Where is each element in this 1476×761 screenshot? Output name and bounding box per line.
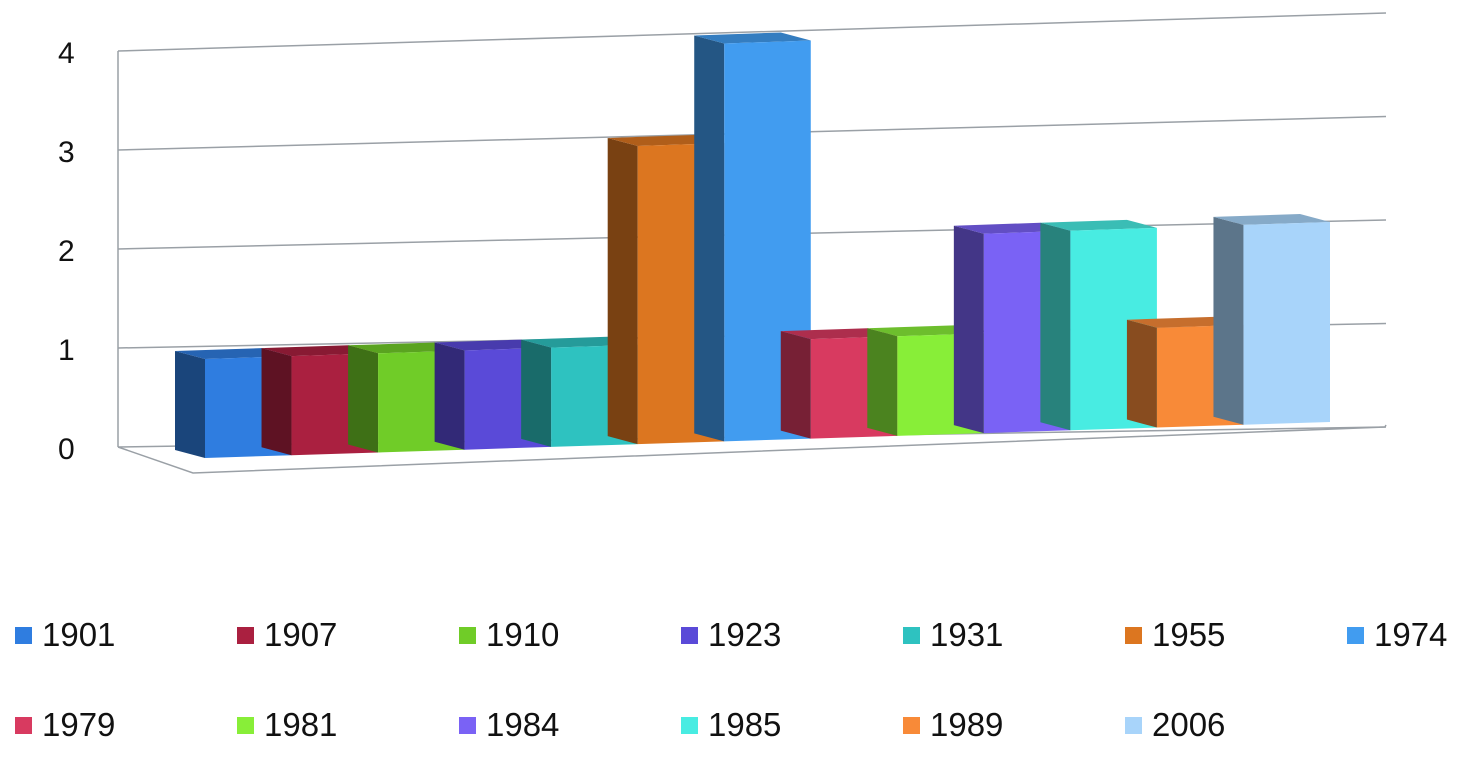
legend-label: 1974: [1374, 616, 1448, 653]
legend-item-1923: 1923: [681, 615, 781, 655]
legend-label: 1979: [42, 706, 116, 743]
bar-front: [1243, 222, 1330, 425]
legend-label: 1984: [486, 706, 560, 743]
legend-swatch: [903, 626, 920, 644]
bar-side: [1213, 216, 1244, 425]
bar-chart: 0 1 2 3 4: [58, 12, 1387, 474]
legend-swatch: [459, 716, 476, 734]
bar-top: [1040, 219, 1157, 231]
legend-label: 1981: [264, 706, 338, 743]
bar-side: [953, 225, 984, 434]
legend-label: 1989: [930, 706, 1004, 743]
legend-item-1979: 1979: [15, 705, 115, 745]
legend-item-1981: 1981: [237, 705, 337, 745]
legend-label: 1985: [708, 706, 782, 743]
bar-top: [1213, 214, 1330, 225]
legend-swatch: [681, 716, 698, 734]
bar-side: [867, 328, 898, 436]
legend-label: 1931: [930, 616, 1004, 653]
y-tick-label: 2: [58, 235, 75, 268]
legend-label: 1907: [264, 616, 338, 653]
legend-item-1985: 1985: [681, 705, 781, 745]
bar-side: [607, 138, 638, 445]
legend-item-1974: 1974: [1347, 615, 1447, 655]
legend-label: 2006: [1152, 706, 1226, 743]
legend-item-1907: 1907: [237, 615, 337, 655]
chart-bars: [175, 32, 1330, 458]
legend-label: 1955: [1152, 616, 1226, 653]
y-tick-label: 4: [58, 37, 75, 70]
legend-item-1984: 1984: [459, 705, 559, 745]
bar-side: [780, 331, 811, 439]
bar-side: [521, 339, 552, 447]
bar-side: [175, 351, 205, 458]
bar-side: [434, 342, 465, 450]
legend-swatch: [15, 626, 32, 644]
chart-legend: 1901 1907 1910 1923 1931 1955 1974 1979 1981 1984…: [0, 600, 1476, 750]
legend-item-1910: 1910: [459, 615, 559, 655]
legend-swatch: [681, 626, 698, 644]
legend-swatch: [1347, 626, 1364, 644]
bar-top: [694, 32, 811, 44]
legend-swatch: [459, 626, 476, 644]
y-tick-label: 0: [58, 433, 75, 466]
legend-swatch: [15, 716, 32, 734]
legend-item-1931: 1931: [903, 615, 1003, 655]
legend-label: 1910: [486, 616, 560, 653]
bar-side: [694, 35, 725, 442]
legend-label: 1923: [708, 616, 782, 653]
bar-side: [261, 348, 292, 456]
legend-label: 1901: [42, 616, 116, 653]
y-axis-tick-labels: 0 1 2 3 4: [58, 37, 75, 466]
legend-item-1955: 1955: [1125, 615, 1225, 655]
legend-item-1901: 1901: [15, 615, 115, 655]
floor-edge: [117, 424, 1387, 474]
legend-item-1989: 1989: [903, 705, 1003, 745]
y-tick-label: 1: [58, 334, 75, 367]
bar-side: [348, 345, 379, 453]
legend-swatch: [1125, 626, 1142, 644]
gridline: [117, 12, 1387, 52]
legend-swatch: [237, 626, 254, 644]
bar-side: [1126, 319, 1157, 428]
bar-side: [1040, 222, 1071, 431]
legend-item-2006: 2006: [1125, 705, 1225, 745]
legend-swatch: [903, 716, 920, 734]
bar-2006: [1213, 214, 1330, 425]
y-tick-label: 3: [58, 136, 75, 169]
legend-swatch: [237, 716, 254, 734]
legend-swatch: [1125, 716, 1142, 734]
